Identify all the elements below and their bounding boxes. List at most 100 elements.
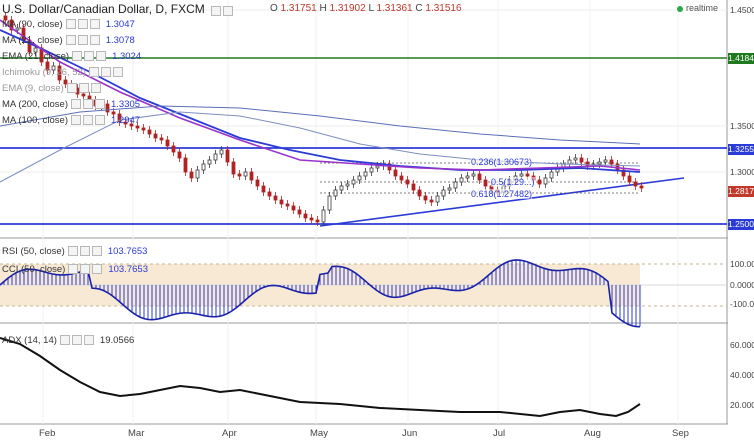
study-ma21[interactable]: MA (21, close) 1.3078 — [2, 34, 135, 47]
close-icon[interactable] — [91, 246, 102, 257]
settings-icon[interactable] — [223, 5, 234, 16]
eye-icon[interactable] — [66, 83, 77, 94]
candle-body — [477, 173, 482, 181]
time-axis-label: Feb — [39, 428, 56, 439]
candle-body — [57, 65, 62, 81]
eye-icon[interactable] — [65, 35, 76, 46]
candle-body — [219, 149, 224, 155]
eye-icon[interactable] — [71, 115, 81, 126]
study-buttons[interactable] — [67, 245, 104, 258]
candle-body — [327, 195, 332, 211]
study-buttons[interactable] — [65, 18, 102, 31]
close-icon[interactable] — [96, 51, 107, 62]
settings-icon[interactable] — [84, 51, 95, 62]
candle-body — [117, 113, 122, 123]
settings-icon[interactable] — [78, 83, 89, 94]
cci-legend[interactable]: CCI (50, close) 103.7653 — [2, 263, 148, 276]
study-label: MA (200, close) — [2, 99, 68, 111]
close-icon[interactable] — [83, 335, 94, 346]
candle-body — [345, 183, 350, 187]
study-label: EMA (9, close) — [2, 83, 64, 95]
candle-body — [549, 171, 554, 179]
eye-icon[interactable] — [211, 5, 222, 16]
cci-line — [0, 259, 641, 328]
study-buttons[interactable] — [65, 34, 102, 47]
close-value: 1.31516 — [425, 3, 462, 14]
candle-body — [567, 159, 572, 165]
candle-body — [105, 103, 110, 113]
candle-body — [81, 93, 86, 97]
close-icon[interactable] — [92, 264, 103, 275]
close-icon[interactable] — [89, 35, 100, 46]
candle-body — [429, 199, 434, 203]
settings-icon[interactable] — [79, 246, 90, 257]
eye-icon[interactable] — [71, 99, 81, 110]
settings-icon[interactable] — [80, 264, 91, 275]
close-icon[interactable] — [90, 83, 101, 94]
symbol-title[interactable]: U.S. Dollar/Canadian Dollar, D, FXCM — [2, 2, 205, 16]
close-icon[interactable] — [95, 99, 105, 110]
study-ma200[interactable]: MA (200, close) 1.3305 — [2, 98, 140, 111]
close-icon[interactable] — [89, 19, 100, 30]
candle-body — [45, 61, 50, 71]
low-label: L — [368, 3, 374, 14]
study-buttons[interactable] — [66, 82, 103, 95]
candle-body — [447, 187, 452, 191]
candle-body — [255, 179, 260, 187]
candle-body — [363, 171, 368, 177]
study-buttons[interactable] — [71, 98, 107, 111]
time-axis-label: Jun — [402, 428, 418, 439]
study-value: 1.3024 — [112, 51, 142, 63]
study-buttons[interactable] — [72, 50, 108, 63]
eye-icon[interactable] — [72, 51, 83, 62]
study-value: 1.3047 — [105, 19, 135, 31]
fib-label-05: 0.5(1.29...) — [491, 177, 535, 187]
close-label: C — [415, 3, 423, 14]
study-buttons[interactable] — [71, 114, 107, 127]
close-icon[interactable] — [112, 67, 123, 78]
settings-icon[interactable] — [100, 67, 111, 78]
settings-icon[interactable] — [83, 115, 93, 126]
study-ema21[interactable]: EMA (21, close) 1.3024 — [2, 50, 141, 63]
settings-icon[interactable] — [71, 335, 82, 346]
study-buttons[interactable] — [59, 334, 96, 347]
settings-icon[interactable] — [83, 99, 93, 110]
price-axis-label: 1.3500 — [730, 121, 754, 131]
eye-icon[interactable] — [59, 335, 70, 346]
candle-body — [339, 185, 344, 191]
eye-icon[interactable] — [65, 19, 76, 30]
candle-body — [201, 163, 206, 171]
title-buttons[interactable] — [211, 3, 235, 17]
study-ichimoku[interactable]: Ichimoku (9, 26, 52) — [2, 66, 125, 79]
candle-body — [351, 179, 356, 185]
rsi-value: 103.7653 — [107, 246, 148, 258]
candle-body — [609, 159, 614, 165]
study-buttons[interactable] — [88, 66, 125, 79]
settings-icon[interactable] — [77, 35, 88, 46]
candle-body — [303, 213, 308, 219]
close-icon[interactable] — [95, 115, 105, 126]
settings-icon[interactable] — [77, 19, 88, 30]
adx-label: ADX (14, 14) — [2, 335, 57, 347]
study-buttons[interactable] — [68, 263, 104, 276]
candle-body — [459, 177, 464, 183]
candle-body — [453, 181, 458, 189]
study-ema9[interactable]: EMA (9, close) — [2, 82, 103, 95]
candle-body — [435, 195, 440, 203]
eye-icon[interactable] — [88, 67, 99, 78]
candle-body — [249, 171, 254, 181]
adx-legend[interactable]: ADX (14, 14) 19.0566 — [2, 334, 134, 347]
candle-body — [135, 125, 140, 129]
realtime-dot-icon — [677, 5, 683, 12]
osc-axis-label: 100.0000 — [730, 259, 754, 269]
price-tag-top-line: 1.4184 — [728, 53, 754, 64]
eye-icon[interactable] — [68, 264, 79, 275]
study-label: EMA (21, close) — [2, 51, 70, 63]
eye-icon[interactable] — [67, 246, 78, 257]
price-tag-current: 1.2817 — [728, 186, 754, 197]
adx-axis-label: 20.0000 — [730, 400, 754, 410]
study-ma100[interactable]: MA (100, close) 1.2947 — [2, 114, 140, 127]
rsi-legend[interactable]: RSI (50, close) 103.7653 — [2, 245, 147, 258]
low-value: 1.31361 — [376, 3, 413, 14]
study-ma90[interactable]: MA (90, close) 1.3047 — [2, 18, 135, 31]
